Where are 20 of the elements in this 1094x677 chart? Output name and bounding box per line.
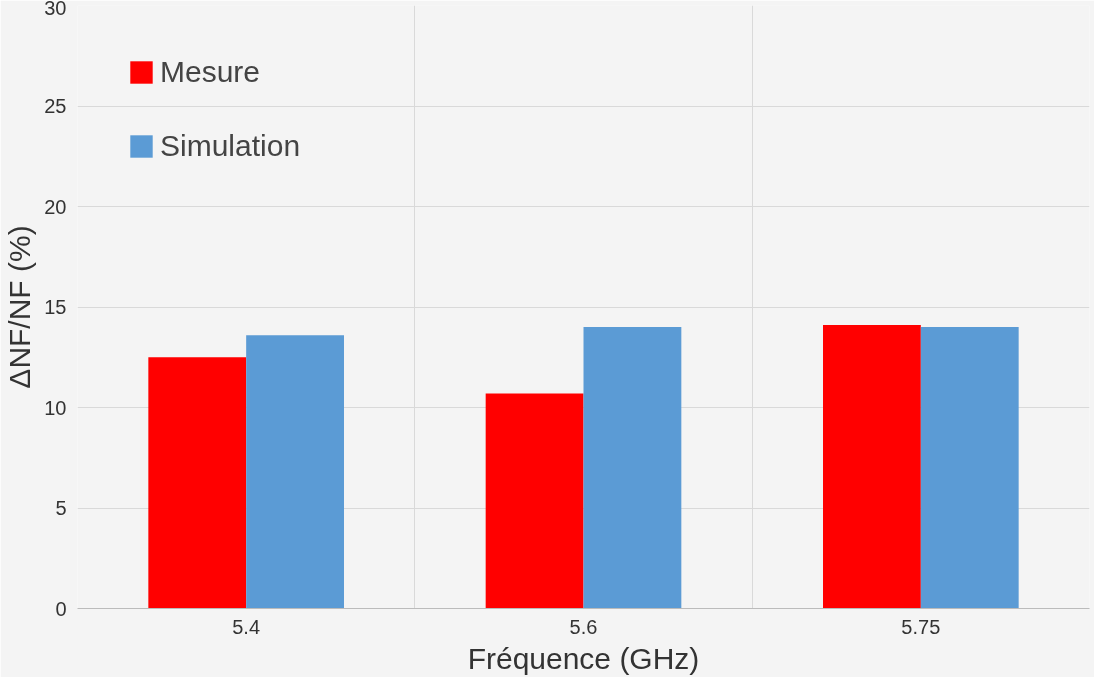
legend-label: Mesure	[160, 55, 261, 89]
y-tick-label: 0	[55, 597, 67, 620]
bar	[148, 357, 247, 609]
x-axis-title: Fréquence (GHz)	[467, 641, 700, 675]
y-tick-label: 20	[44, 195, 67, 218]
bar	[583, 327, 682, 609]
y-axis-title: ΔNF/NF (%)	[3, 225, 37, 389]
y-tick-label: 5	[55, 497, 67, 519]
y-tick-label: 15	[44, 296, 67, 318]
bar	[246, 335, 344, 609]
y-tick-label: 25	[44, 95, 67, 117]
bar	[823, 325, 921, 609]
bar	[920, 327, 1019, 609]
y-tick-label: 30	[44, 0, 67, 19]
x-tick-label: 5.4	[232, 615, 261, 638]
legend-label: Simulation	[160, 129, 301, 163]
bar	[485, 393, 584, 609]
x-tick-label: 5.6	[569, 615, 598, 638]
y-tick-label: 10	[44, 396, 67, 419]
x-tick-label: 5.75	[901, 615, 941, 638]
